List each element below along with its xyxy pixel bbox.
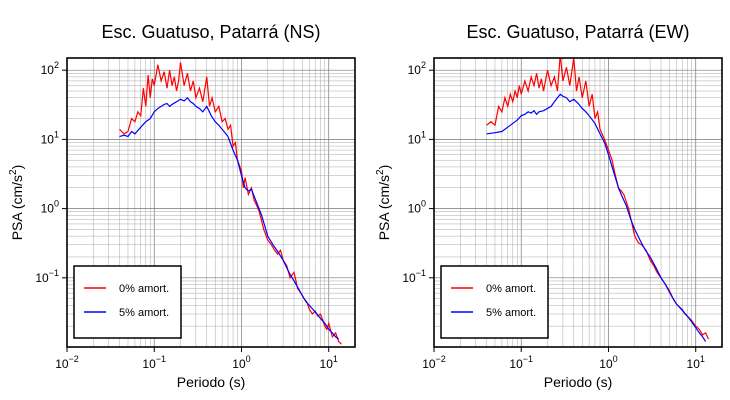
legend: 0% amort. 5% amort. <box>440 265 549 339</box>
series-line-2 <box>486 93 707 342</box>
y-label-sup: 2 <box>8 169 19 175</box>
x-tick-label: 100 <box>599 354 617 371</box>
tick-base: 10 <box>41 63 55 77</box>
x-axis-label: Periodo (s) <box>544 374 612 390</box>
tick-exponent: 0 <box>246 354 251 364</box>
legend-box <box>73 265 182 339</box>
tick-exponent: 0 <box>421 199 426 209</box>
tick-exponent: 2 <box>54 60 59 70</box>
tick-base: 10 <box>408 202 422 216</box>
plot-frame <box>433 57 723 348</box>
y-tick-label: 102 <box>41 60 59 77</box>
x-tick-label: 10−2 <box>55 354 79 371</box>
y-label-sup: 2 <box>375 169 386 175</box>
y-tick-label: 101 <box>408 129 426 146</box>
chart-title: Esc. Guatuso, Patarrá (NS) <box>101 22 320 42</box>
legend-label-1: 0% amort. <box>486 283 536 295</box>
x-axis-label: Periodo (s) <box>177 374 245 390</box>
x-tick-label: 10−1 <box>142 354 166 371</box>
tick-exponent: 1 <box>333 354 338 364</box>
legend-box <box>440 265 549 339</box>
tick-base: 10 <box>55 357 69 371</box>
tick-base: 10 <box>402 271 416 285</box>
y-tick-label: 10−1 <box>402 268 426 285</box>
series-line-2 <box>119 96 340 340</box>
tick-base: 10 <box>687 357 701 371</box>
y-axis-label: PSA (cm/s2) <box>8 165 25 241</box>
tick-base: 10 <box>599 357 613 371</box>
tick-base: 10 <box>41 202 55 216</box>
tick-base: 10 <box>509 357 523 371</box>
y-label-tail: ) <box>376 165 392 170</box>
y-label-tail: ) <box>9 165 25 170</box>
x-tick-label: 10−2 <box>422 354 446 371</box>
tick-base: 10 <box>232 357 246 371</box>
legend-label-2: 5% amort. <box>486 307 536 319</box>
tick-base: 10 <box>41 132 55 146</box>
tick-exponent: −2 <box>69 354 79 364</box>
chart-panel-2: Esc. Guatuso, Patarrá (EW)10−2 10−1 100 101… <box>375 22 723 390</box>
y-label-main: PSA (cm/s <box>9 175 25 240</box>
chart-panel-1: Esc. Guatuso, Patarrá (NS)10−2 10−1 100 101… <box>8 22 356 390</box>
tick-exponent: −1 <box>49 268 59 278</box>
tick-base: 10 <box>142 357 156 371</box>
legend: 0% amort. 5% amort. <box>73 265 182 339</box>
tick-exponent: 0 <box>54 199 59 209</box>
tick-exponent: −2 <box>436 354 446 364</box>
tick-exponent: −1 <box>156 354 166 364</box>
y-tick-label: 101 <box>41 129 59 146</box>
x-tick-label: 100 <box>232 354 250 371</box>
tick-exponent: 2 <box>421 60 426 70</box>
tick-exponent: 1 <box>700 354 705 364</box>
y-label-main: PSA (cm/s <box>376 175 392 240</box>
tick-exponent: 1 <box>54 129 59 139</box>
tick-base: 10 <box>35 271 49 285</box>
x-tick-label: 10−1 <box>509 354 533 371</box>
tick-base: 10 <box>320 357 334 371</box>
y-tick-label: 100 <box>408 199 426 216</box>
x-tick-label: 101 <box>687 354 705 371</box>
tick-exponent: 0 <box>613 354 618 364</box>
y-tick-label: 100 <box>41 199 59 216</box>
tick-base: 10 <box>408 132 422 146</box>
tick-base: 10 <box>408 63 422 77</box>
plot-frame <box>66 57 356 348</box>
y-tick-label: 10−1 <box>35 268 59 285</box>
tick-exponent: −1 <box>416 268 426 278</box>
y-axis-label: PSA (cm/s2) <box>375 165 392 241</box>
legend-label-1: 0% amort. <box>119 283 169 295</box>
tick-base: 10 <box>422 357 436 371</box>
x-tick-label: 101 <box>320 354 338 371</box>
y-tick-label: 102 <box>408 60 426 77</box>
tick-exponent: 1 <box>421 129 426 139</box>
legend-label-2: 5% amort. <box>119 307 169 319</box>
chart-title: Esc. Guatuso, Patarrá (EW) <box>466 22 689 42</box>
tick-exponent: −1 <box>523 354 533 364</box>
